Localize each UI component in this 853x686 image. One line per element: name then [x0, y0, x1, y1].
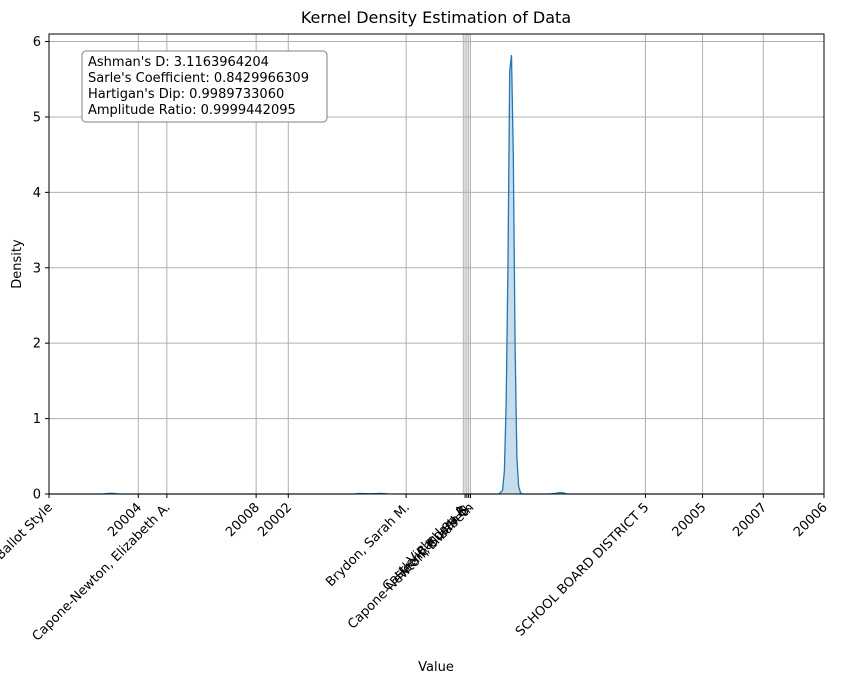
- stats-box-frame: [81, 50, 328, 123]
- y-tick-label: 3: [33, 261, 41, 276]
- x-axis-label: Value: [418, 660, 454, 675]
- y-tick-label: 4: [33, 186, 41, 201]
- stat-ashman: Ashman's D: 3.1163964204: [88, 55, 269, 70]
- stats-box: Ashman's D: 3.1163964204 Sarle's Coeffic…: [81, 50, 328, 123]
- y-tick-label: 6: [33, 35, 41, 50]
- y-tick-label: 1: [33, 412, 41, 427]
- stat-amplitude: Amplitude Ratio: 0.9999442095: [88, 103, 296, 118]
- y-tick-label: 2: [33, 337, 41, 352]
- stat-hartigan: Hartigan's Dip: 0.9989733060: [88, 87, 284, 102]
- plot-frame: [48, 33, 825, 495]
- y-tick-label: 0: [33, 488, 41, 503]
- y-tick-label: 5: [33, 110, 41, 125]
- chart-title: Kernel Density Estimation of Data: [301, 8, 571, 27]
- y-axis-ticks: 0 1 2 3 4 5 6: [33, 35, 49, 503]
- stat-sarle: Sarle's Coefficient: 0.8429966309: [88, 71, 309, 86]
- y-axis-label: Density: [10, 239, 25, 289]
